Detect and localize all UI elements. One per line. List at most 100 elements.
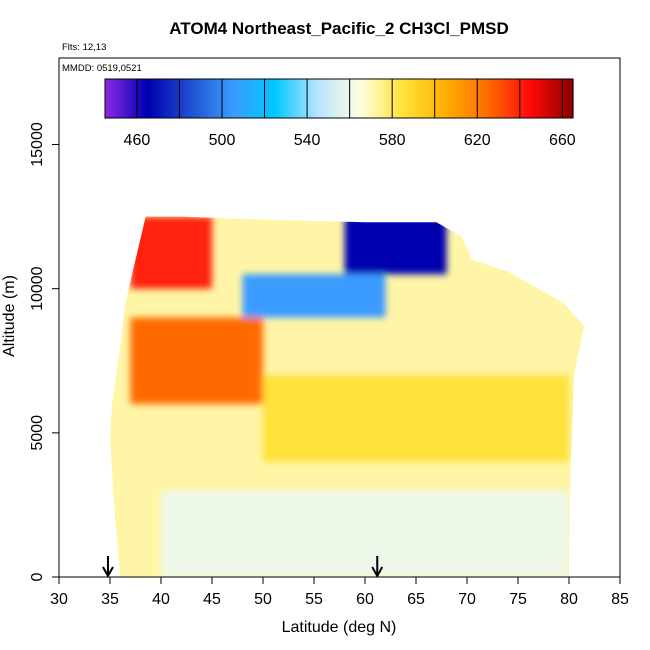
- x-tick-label: 50: [254, 591, 272, 608]
- colorbar-swatch: [258, 79, 261, 118]
- heatmap-area: [110, 216, 585, 577]
- colorbar-swatch: [496, 79, 500, 118]
- colorbar-swatch: [279, 79, 283, 118]
- colorbar-swatch: [487, 79, 491, 118]
- colorbar-swatch: [400, 79, 404, 118]
- x-tick-label: 70: [458, 591, 476, 608]
- colorbar-swatch: [230, 79, 234, 118]
- colorbar-swatch: [498, 79, 502, 118]
- colorbar-swatch: [541, 79, 544, 118]
- colorbar-swatch: [453, 79, 457, 118]
- colorbar-swatch: [502, 79, 506, 118]
- colorbar-swatch: [290, 79, 293, 118]
- colorbar-swatch: [130, 79, 134, 118]
- colorbar-swatch: [147, 79, 151, 118]
- colorbar-swatch: [479, 79, 483, 118]
- colorbar-swatch: [273, 79, 276, 118]
- colorbar-swatch: [166, 79, 170, 118]
- colorbar-swatch: [243, 79, 246, 118]
- colorbar-swatch: [543, 79, 546, 118]
- colorbar-swatch: [430, 79, 434, 118]
- colorbar-swatch: [432, 79, 436, 118]
- colorbar-swatch: [341, 79, 344, 118]
- heatmap-region: [130, 317, 263, 404]
- colorbar-swatch: [558, 79, 561, 118]
- colorbar-swatch: [445, 79, 449, 118]
- y-axis: 0 5000 10000 15000: [29, 122, 59, 581]
- colorbar-swatch: [126, 79, 129, 118]
- colorbar-swatch: [219, 79, 223, 118]
- colorbar-swatch: [407, 79, 410, 118]
- y-tick-label: 10000: [29, 266, 46, 311]
- colorbar-swatch: [513, 79, 517, 118]
- colorbar-swatch: [245, 79, 249, 118]
- x-tick-label: 40: [152, 591, 170, 608]
- colorbar-swatch: [296, 79, 300, 118]
- colorbar-swatch: [551, 79, 555, 118]
- colorbar-swatch: [390, 79, 393, 118]
- colorbar-swatch: [438, 79, 442, 118]
- colorbar-swatch: [413, 79, 417, 118]
- colorbar-swatch: [362, 79, 366, 118]
- colorbar-swatch: [373, 79, 376, 118]
- colorbar-swatch: [343, 79, 346, 118]
- colorbar-swatch: [302, 79, 306, 118]
- colorbar-swatch: [370, 79, 374, 118]
- colorbar-swatch: [294, 79, 298, 118]
- colorbar-swatch: [309, 79, 312, 118]
- x-tick-label: 80: [560, 591, 578, 608]
- x-axis-label: Latitude (deg N): [282, 619, 397, 636]
- colorbar-swatch: [300, 79, 304, 118]
- colorbar-swatch: [494, 79, 498, 118]
- colorbar-swatch: [449, 79, 453, 118]
- colorbar-swatch: [483, 79, 487, 118]
- colorbar-swatch: [183, 79, 187, 118]
- heatmap-region: [263, 375, 569, 462]
- y-tick-label: 15000: [29, 122, 46, 167]
- colorbar-swatch: [304, 79, 308, 118]
- colorbar-swatch: [560, 79, 563, 118]
- colorbar-swatch: [545, 79, 549, 118]
- x-tick-label: 55: [305, 591, 323, 608]
- colorbar-swatch: [375, 79, 378, 118]
- colorbar-swatch: [475, 79, 478, 118]
- heatmap-region: [130, 216, 212, 289]
- x-tick-label: 45: [203, 591, 221, 608]
- colorbar-swatch: [177, 79, 181, 118]
- colorbar-swatch: [307, 79, 310, 118]
- colorbar-tick-label: 580: [379, 132, 406, 149]
- colorbar-swatch: [207, 79, 210, 118]
- colorbar-swatch: [436, 79, 440, 118]
- colorbar-swatch: [549, 79, 553, 118]
- colorbar-swatch: [402, 79, 406, 118]
- colorbar-swatch: [364, 79, 368, 118]
- colorbar-swatch: [398, 79, 402, 118]
- colorbar-swatch: [181, 79, 185, 118]
- colorbar-swatch: [473, 79, 476, 118]
- colorbar-swatch: [524, 79, 527, 118]
- colorbar-swatch: [358, 79, 361, 118]
- colorbar-swatch: [270, 79, 274, 118]
- colorbar-swatch: [377, 79, 381, 118]
- colorbar-swatch: [139, 79, 142, 118]
- colorbar-swatch: [347, 79, 351, 118]
- colorbar-swatch: [256, 79, 259, 118]
- flights-label: Flts: 12,13: [62, 42, 106, 53]
- colorbar-swatch: [339, 79, 342, 118]
- colorbar-swatch: [315, 79, 319, 118]
- colorbar-swatch: [113, 79, 117, 118]
- colorbar-swatch: [451, 79, 455, 118]
- colorbar-swatch: [426, 79, 429, 118]
- colorbar-swatch: [555, 79, 559, 118]
- colorbar-swatch: [185, 79, 189, 118]
- colorbar-swatch: [136, 79, 140, 118]
- colorbar-tick-label: 660: [549, 132, 576, 149]
- colorbar-swatch: [570, 79, 574, 118]
- colorbar-swatch: [351, 79, 355, 118]
- colorbar-swatch: [105, 79, 108, 118]
- colorbar-swatch: [236, 79, 240, 118]
- colorbar: 460 500 540 580 620 660: [104, 78, 576, 149]
- colorbar-swatch: [160, 79, 164, 118]
- x-tick-label: 60: [356, 591, 374, 608]
